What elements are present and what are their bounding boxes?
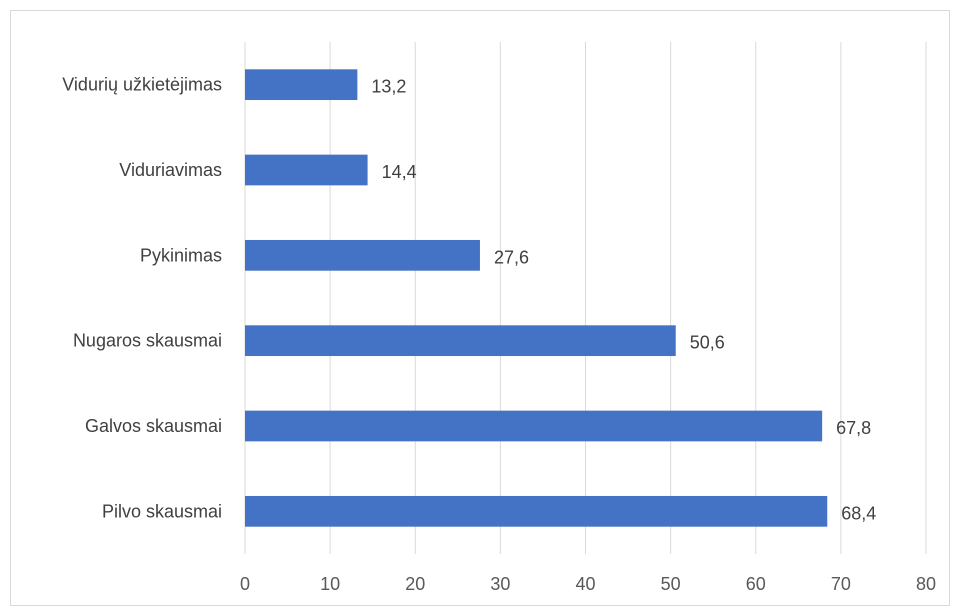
data-label: 13,2 xyxy=(371,77,406,97)
x-tick-label: 70 xyxy=(831,574,851,594)
category-label: Pilvo skausmai xyxy=(102,501,222,521)
category-label: Galvos skausmai xyxy=(85,416,222,436)
x-tick-label: 30 xyxy=(490,574,510,594)
category-label: Vidurių užkietėjimas xyxy=(62,75,222,95)
category-labels: Vidurių užkietėjimas Viduriavimas Pykinima… xyxy=(62,75,222,522)
bar xyxy=(245,154,368,186)
category-label: Pykinimas xyxy=(140,245,222,265)
gridlines xyxy=(244,42,927,554)
data-label: 68,4 xyxy=(841,503,876,523)
x-tick-label: 10 xyxy=(320,574,340,594)
data-label: 14,4 xyxy=(382,162,417,182)
x-tick-labels: 0 10 20 30 40 50 60 70 80 xyxy=(240,574,936,594)
x-tick-label: 50 xyxy=(661,574,681,594)
x-tick-label: 80 xyxy=(916,574,936,594)
bar xyxy=(245,69,358,101)
category-label: Nugaros skausmai xyxy=(73,331,222,351)
bar xyxy=(245,410,823,442)
data-label: 50,6 xyxy=(690,333,725,353)
x-tick-label: 20 xyxy=(405,574,425,594)
x-tick-label: 0 xyxy=(240,574,250,594)
data-labels: 13,2 14,4 27,6 50,6 67,8 68,4 xyxy=(371,77,876,524)
bar xyxy=(245,495,828,527)
data-label: 67,8 xyxy=(836,418,871,438)
data-label: 27,6 xyxy=(494,247,529,267)
bars xyxy=(245,69,828,527)
bar xyxy=(245,325,676,357)
x-tick-label: 40 xyxy=(575,574,595,594)
category-label: Viduriavimas xyxy=(119,160,222,180)
bar xyxy=(245,239,480,271)
x-tick-label: 60 xyxy=(746,574,766,594)
